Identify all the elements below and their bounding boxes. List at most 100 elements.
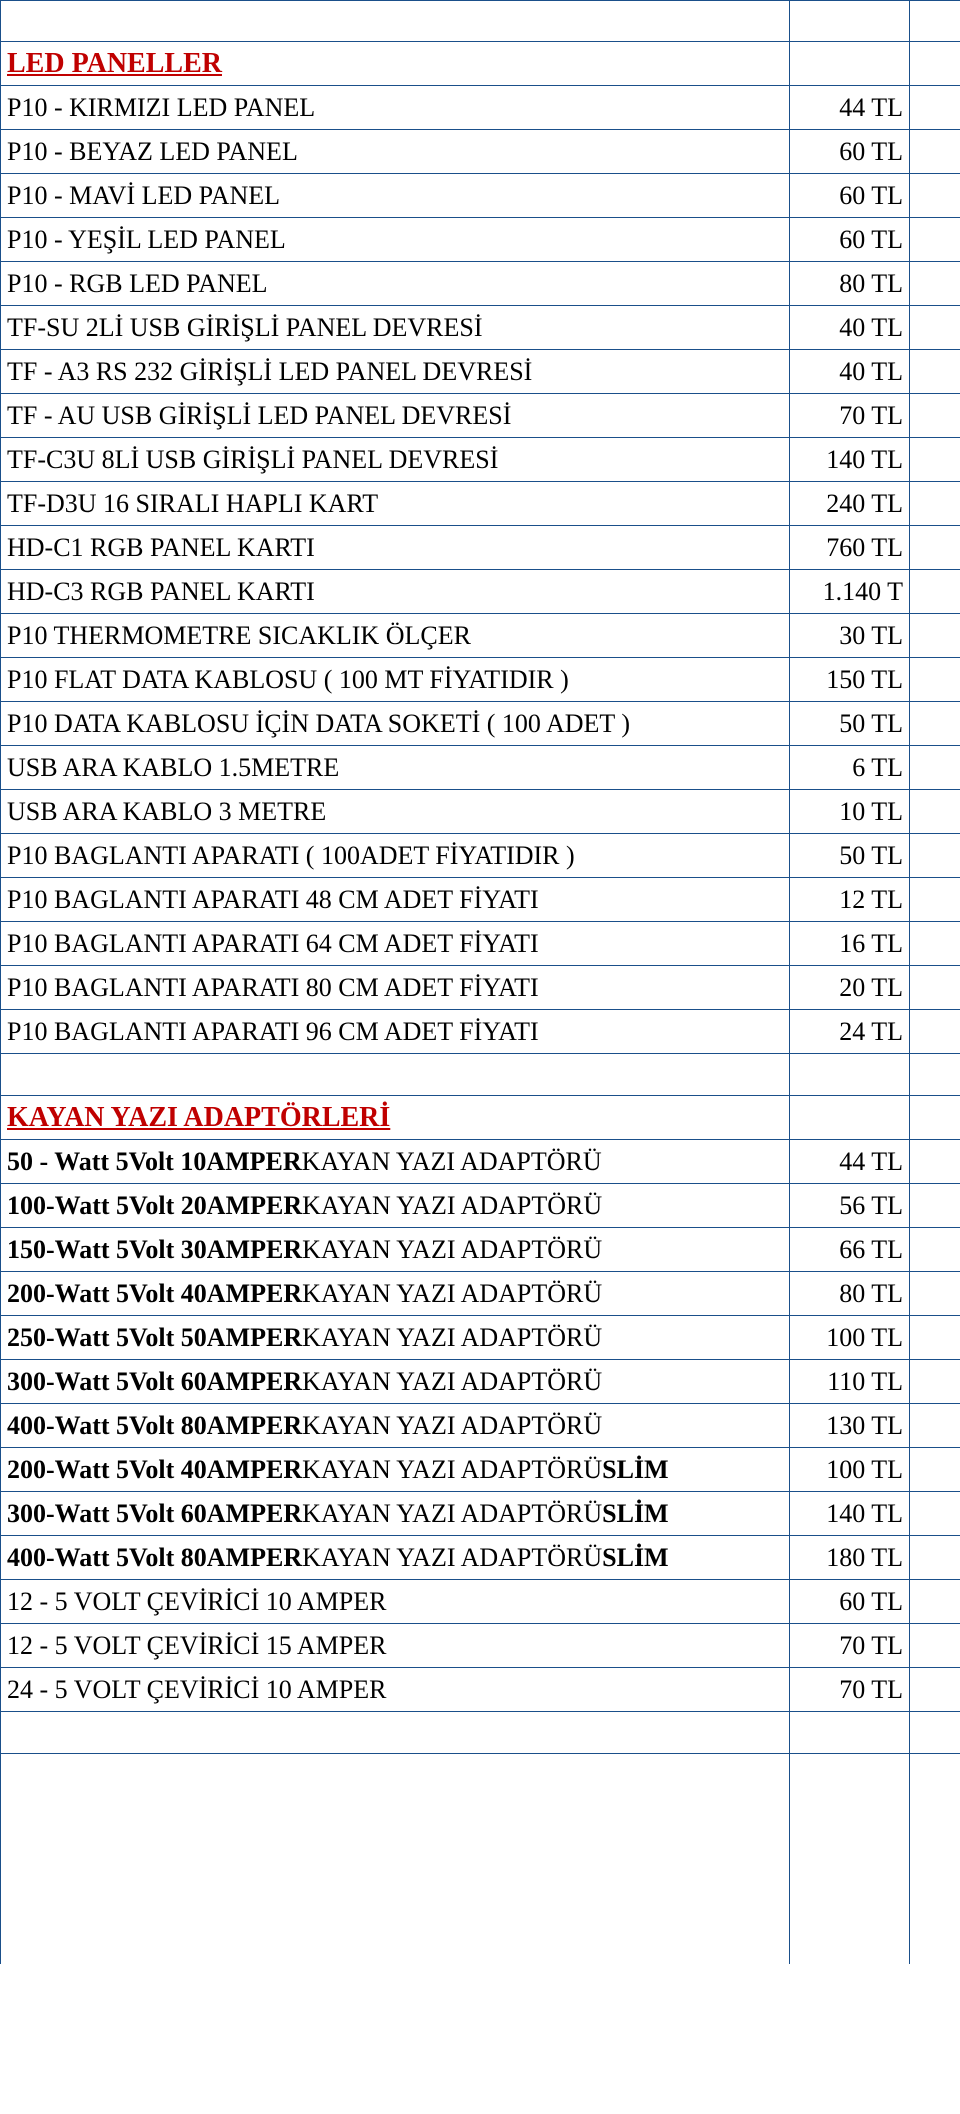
empty-row [0,1054,960,1096]
price-cell: 20 TL [790,966,910,1010]
label-bold-prefix: 200-Watt 5Volt 40AMPER [7,1455,302,1485]
product-label: USB ARA KABLO 3 METRE [1,790,790,834]
product-label: P10 - RGB LED PANEL [1,262,790,306]
table-row: TF - AU USB GİRİŞLİ LED PANEL DEVRESİ70 … [0,394,960,438]
price-cell: 10 TL [790,790,910,834]
price-cell: 80 TL [790,262,910,306]
table-row: P10 BAGLANTI APARATI 64 CM ADET FİYATI16… [0,922,960,966]
label-bold-suffix: SLİM [602,1499,668,1529]
product-label: 50 - Watt 5Volt 10AMPER KAYAN YAZI ADAPT… [1,1140,790,1184]
table-row: P10 - KIRMIZI LED PANEL44 TL [0,86,960,130]
price-cell: 16 TL [790,922,910,966]
product-label: 12 - 5 VOLT ÇEVİRİCİ 10 AMPER [1,1580,790,1624]
price-cell: 50 TL [790,702,910,746]
label-bold-prefix: 200-Watt 5Volt 40AMPER [7,1279,302,1309]
label-bold-prefix: 400-Watt 5Volt 80AMPER [7,1411,302,1441]
product-label: 400-Watt 5Volt 80AMPER KAYAN YAZI ADAPTÖ… [1,1404,790,1448]
price-cell: 150 TL [790,658,910,702]
product-label: TF - AU USB GİRİŞLİ LED PANEL DEVRESİ [1,394,790,438]
label-bold-prefix: 300-Watt 5Volt 60AMPER [7,1499,302,1529]
table-row: P10 BAGLANTI APARATI 80 CM ADET FİYATI20… [0,966,960,1010]
product-label: P10 - BEYAZ LED PANEL [1,130,790,174]
price-cell: 760 TL [790,526,910,570]
price-cell: 70 TL [790,1624,910,1668]
table-row: P10 - BEYAZ LED PANEL60 TL [0,130,960,174]
table-row: 400-Watt 5Volt 80AMPER KAYAN YAZI ADAPTÖ… [0,1536,960,1580]
price-cell: 100 TL [790,1448,910,1492]
table-row: P10 BAGLANTI APARATI 48 CM ADET FİYATI12… [0,878,960,922]
product-label: 100-Watt 5Volt 20AMPER KAYAN YAZI ADAPTÖ… [1,1184,790,1228]
product-label: 200-Watt 5Volt 40AMPER KAYAN YAZI ADAPTÖ… [1,1448,790,1492]
price-cell: 44 TL [790,1140,910,1184]
label-bold-prefix: 50 - Watt 5Volt 10AMPER [7,1147,302,1177]
price-cell: 56 TL [790,1184,910,1228]
price-cell: 80 TL [790,1272,910,1316]
product-label: P10 BAGLANTI APARATI ( 100ADET FİYATIDIR… [1,834,790,878]
price-cell: 70 TL [790,394,910,438]
table-row: P10 BAGLANTI APARATI ( 100ADET FİYATIDIR… [0,834,960,878]
price-cell: 44 TL [790,86,910,130]
product-label: TF-C3U 8Lİ USB GİRİŞLİ PANEL DEVRESİ [1,438,790,482]
price-cell: 140 TL [790,438,910,482]
price-cell: 50 TL [790,834,910,878]
label-bold-suffix: SLİM [602,1543,668,1573]
price-cell: 6 TL [790,746,910,790]
product-label: 300-Watt 5Volt 60AMPER KAYAN YAZI ADAPTÖ… [1,1492,790,1536]
empty-row [0,1712,960,1754]
label-bold-suffix: SLİM [602,1455,668,1485]
section-title: LED PANELLER [7,48,222,80]
product-label: 24 - 5 VOLT ÇEVİRİCİ 10 AMPER [1,1668,790,1712]
price-cell: 240 TL [790,482,910,526]
product-label: HD-C1 RGB PANEL KARTI [1,526,790,570]
table-row: 200-Watt 5Volt 40AMPER KAYAN YAZI ADAPTÖ… [0,1448,960,1492]
label-bold-prefix: 100-Watt 5Volt 20AMPER [7,1191,302,1221]
product-label: P10 THERMOMETRE SICAKLIK ÖLÇER [1,614,790,658]
table-row: 50 - Watt 5Volt 10AMPER KAYAN YAZI ADAPT… [0,1140,960,1184]
table-row: P10 BAGLANTI APARATI 96 CM ADET FİYATI24… [0,1010,960,1054]
price-cell: 1.140 T [790,570,910,614]
product-label: 250-Watt 5Volt 50AMPER KAYAN YAZI ADAPTÖ… [1,1316,790,1360]
table-row: TF - A3 RS 232 GİRİŞLİ LED PANEL DEVRESİ… [0,350,960,394]
table-row: TF-SU 2Lİ USB GİRİŞLİ PANEL DEVRESİ40 TL [0,306,960,350]
product-label: 400-Watt 5Volt 80AMPER KAYAN YAZI ADAPTÖ… [1,1536,790,1580]
table-row: 150-Watt 5Volt 30AMPER KAYAN YAZI ADAPTÖ… [0,1228,960,1272]
label-rest: KAYAN YAZI ADAPTÖRÜ [302,1279,602,1309]
table-row: TF-D3U 16 SIRALI HAPLI KART240 TL [0,482,960,526]
label-rest: KAYAN YAZI ADAPTÖRÜ [302,1147,602,1177]
label-rest: KAYAN YAZI ADAPTÖRÜ [302,1411,602,1441]
price-cell: 60 TL [790,1580,910,1624]
price-cell: 110 TL [790,1360,910,1404]
table-row: 12 - 5 VOLT ÇEVİRİCİ 15 AMPER70 TL [0,1624,960,1668]
table-row: P10 - RGB LED PANEL80 TL [0,262,960,306]
product-label: 300-Watt 5Volt 60AMPER KAYAN YAZI ADAPTÖ… [1,1360,790,1404]
product-label: P10 BAGLANTI APARATI 96 CM ADET FİYATI [1,1010,790,1054]
product-label: P10 BAGLANTI APARATI 48 CM ADET FİYATI [1,878,790,922]
table-row: P10 DATA KABLOSU İÇİN DATA SOKETİ ( 100 … [0,702,960,746]
table-row: HD-C1 RGB PANEL KARTI760 TL [0,526,960,570]
product-label: 12 - 5 VOLT ÇEVİRİCİ 15 AMPER [1,1624,790,1668]
product-label: TF-SU 2Lİ USB GİRİŞLİ PANEL DEVRESİ [1,306,790,350]
price-cell: 40 TL [790,306,910,350]
price-cell: 100 TL [790,1316,910,1360]
price-cell: 12 TL [790,878,910,922]
label-rest: KAYAN YAZI ADAPTÖRÜ [302,1323,602,1353]
empty-row [0,0,960,42]
label-rest: KAYAN YAZI ADAPTÖRÜ [302,1235,602,1265]
price-cell: 140 TL [790,1492,910,1536]
product-label: 150-Watt 5Volt 30AMPER KAYAN YAZI ADAPTÖ… [1,1228,790,1272]
price-cell: 40 TL [790,350,910,394]
price-cell: 180 TL [790,1536,910,1580]
table-row: P10 - YEŞİL LED PANEL60 TL [0,218,960,262]
price-cell: 30 TL [790,614,910,658]
section-title-row: LED PANELLER [0,42,960,86]
table-row: P10 THERMOMETRE SICAKLIK ÖLÇER30 TL [0,614,960,658]
label-rest: KAYAN YAZI ADAPTÖRÜ [302,1367,602,1397]
table-row: 12 - 5 VOLT ÇEVİRİCİ 10 AMPER60 TL [0,1580,960,1624]
table-row: HD-C3 RGB PANEL KARTI1.140 T [0,570,960,614]
price-cell: 60 TL [790,174,910,218]
label-bold-prefix: 250-Watt 5Volt 50AMPER [7,1323,302,1353]
table-row: P10 FLAT DATA KABLOSU ( 100 MT FİYATIDIR… [0,658,960,702]
table-row: 300-Watt 5Volt 60AMPER KAYAN YAZI ADAPTÖ… [0,1492,960,1536]
price-cell: 24 TL [790,1010,910,1054]
label-rest: KAYAN YAZI ADAPTÖRÜ [302,1455,602,1485]
